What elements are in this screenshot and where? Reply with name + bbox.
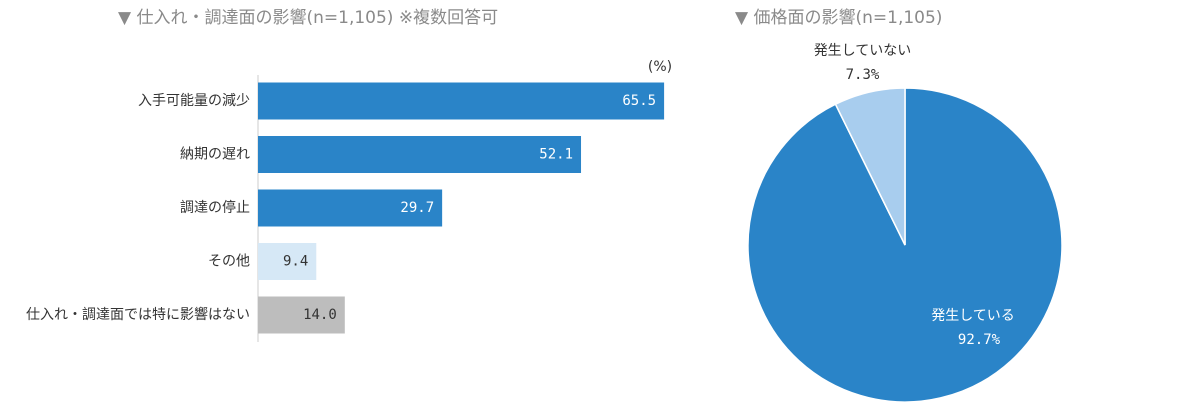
value-label: 29.7 [400,200,434,216]
value-label: 14.0 [303,307,337,323]
pie-slice [834,87,906,246]
category-label: その他 [208,254,250,270]
unit-label: (%) [648,59,672,75]
pie-chart-title: ▼ 価格面の影響(n=1,105) [735,8,942,28]
category-label: 納期の遅れ [180,147,250,163]
slice-name: 発生していない [814,43,912,59]
category-label: 調達の停止 [180,199,250,216]
pie-slice [747,87,1063,403]
slice-name: 発生している [931,308,1015,324]
bar [258,82,665,120]
category-label: 入手可能量の減少 [138,92,250,109]
category-label: 仕入れ・調達面では特に影響はない [26,306,250,323]
bar [258,189,443,227]
value-label: 65.5 [622,93,656,109]
bar [258,243,317,280]
value-label: 9.4 [283,254,308,270]
slice-value: 7.3% [846,67,880,83]
slice-value: 92.7% [958,332,1001,348]
bar [258,136,582,173]
bar [258,296,345,334]
value-label: 52.1 [539,147,573,163]
bar-chart-title: ▼ 仕入れ・調達面の影響(n=1,105) ※複数回答可 [118,8,498,28]
